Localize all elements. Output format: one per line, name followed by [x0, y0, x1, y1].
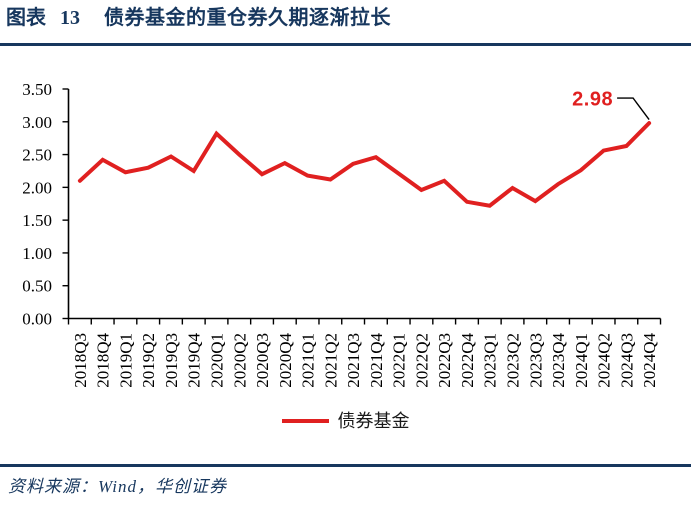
x-axis-tick-label: 2023Q3 — [526, 333, 545, 388]
x-axis-tick-label: 2021Q2 — [321, 333, 340, 388]
x-axis-tick-label: 2019Q3 — [162, 333, 181, 388]
chart-legend: 债券基金 — [0, 408, 691, 434]
x-axis-tick-label: 2018Q4 — [94, 333, 113, 388]
x-axis-tick-label: 2023Q4 — [549, 333, 568, 388]
x-axis-tick-label: 2024Q3 — [617, 333, 636, 388]
x-axis-tick-label: 2022Q2 — [412, 333, 431, 388]
x-axis-tick-label: 2020Q1 — [208, 333, 227, 388]
data-source-note: 资料来源：Wind，华创证券 — [8, 477, 227, 496]
x-axis-tick-label: 2020Q2 — [230, 333, 249, 388]
footer-divider — [0, 464, 691, 467]
y-axis-tick-label: 3.50 — [22, 80, 52, 99]
x-axis-tick-label: 2023Q1 — [481, 333, 500, 388]
series-line-bond-fund — [77, 121, 652, 208]
x-axis-tick-label: 2024Q2 — [595, 333, 614, 388]
y-axis-tick-label: 3.00 — [22, 113, 52, 132]
figure-number: 13 — [60, 7, 80, 29]
figure-title: 债券基金的重仓券久期逐渐拉长 — [104, 7, 391, 29]
x-axis-tick-label: 2018Q3 — [71, 333, 90, 388]
title-divider — [0, 43, 691, 46]
x-axis-tick-label: 2021Q3 — [344, 333, 363, 388]
y-axis-tick-label: 1.50 — [22, 211, 52, 230]
legend-series-label: 债券基金 — [337, 411, 410, 431]
x-axis-tick-label: 2022Q1 — [390, 333, 409, 388]
annotation-leader-line — [617, 97, 650, 121]
legend-line-swatch — [281, 419, 329, 423]
x-axis-tick-label: 2022Q3 — [435, 333, 454, 388]
x-axis-tick-label: 2020Q3 — [253, 333, 272, 388]
x-axis-tick-label: 2019Q2 — [139, 333, 158, 388]
x-axis-tick-label: 2021Q1 — [299, 333, 318, 388]
axis-lines — [67, 89, 661, 320]
x-axis-tick-label: 2024Q4 — [640, 333, 659, 388]
annotation-value-label: 2.98 — [572, 89, 613, 111]
x-axis-tick-label: 2019Q1 — [116, 333, 135, 388]
y-axis-tick-label: 2.00 — [22, 178, 52, 197]
x-axis-tick-label: 2024Q1 — [572, 333, 591, 388]
figure-label: 图表 — [6, 7, 46, 29]
y-axis-tick-label: 1.00 — [22, 244, 52, 263]
x-axis-tick-label: 2019Q4 — [185, 333, 204, 388]
x-axis-tick-label: 2022Q4 — [458, 333, 477, 388]
x-axis-tick-label: 2020Q4 — [276, 333, 295, 388]
x-axis-tick-label: 2023Q2 — [504, 333, 523, 388]
y-axis-tick-label: 0.50 — [22, 277, 52, 296]
y-axis-tick-label: 2.50 — [22, 146, 52, 165]
figure-header: 图表 13 债券基金的重仓券久期逐渐拉长 — [6, 5, 686, 31]
y-axis-tick-label: 0.00 — [22, 310, 52, 329]
x-axis-tick-label: 2021Q4 — [367, 333, 386, 388]
